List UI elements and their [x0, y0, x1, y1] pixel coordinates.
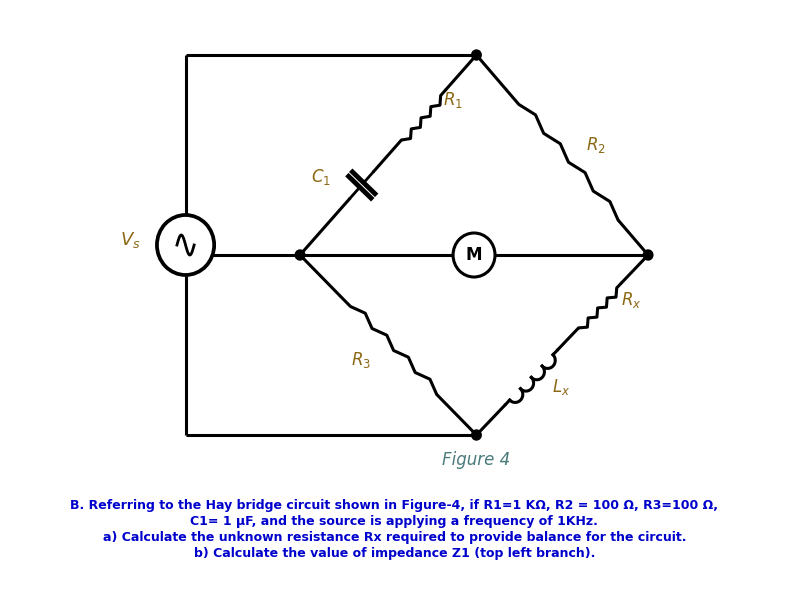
Text: C1= 1 μF, and the source is applying a frequency of 1KHz.: C1= 1 μF, and the source is applying a f… [190, 515, 598, 528]
Circle shape [157, 215, 214, 275]
Circle shape [295, 250, 305, 260]
Text: R$_3$: R$_3$ [351, 350, 371, 370]
Text: C$_1$: C$_1$ [311, 167, 331, 187]
Text: L$_x$: L$_x$ [552, 377, 570, 397]
Text: a) Calculate the unknown resistance Rx required to provide balance for the circu: a) Calculate the unknown resistance Rx r… [103, 531, 686, 543]
Circle shape [472, 50, 481, 60]
Circle shape [643, 250, 653, 260]
Text: R$_x$: R$_x$ [621, 290, 641, 311]
Text: R$_1$: R$_1$ [443, 90, 462, 110]
Circle shape [453, 233, 495, 277]
Text: B. Referring to the Hay bridge circuit shown in Figure-4, if R1=1 KΩ, R2 = 100 Ω: B. Referring to the Hay bridge circuit s… [70, 499, 719, 512]
Text: M: M [466, 246, 482, 264]
Circle shape [472, 430, 481, 440]
Text: V$_s$: V$_s$ [120, 230, 140, 250]
Text: b) Calculate the value of impedance Z1 (top left branch).: b) Calculate the value of impedance Z1 (… [194, 546, 595, 559]
Text: Figure 4: Figure 4 [443, 451, 510, 469]
Text: R$_2$: R$_2$ [586, 135, 606, 155]
